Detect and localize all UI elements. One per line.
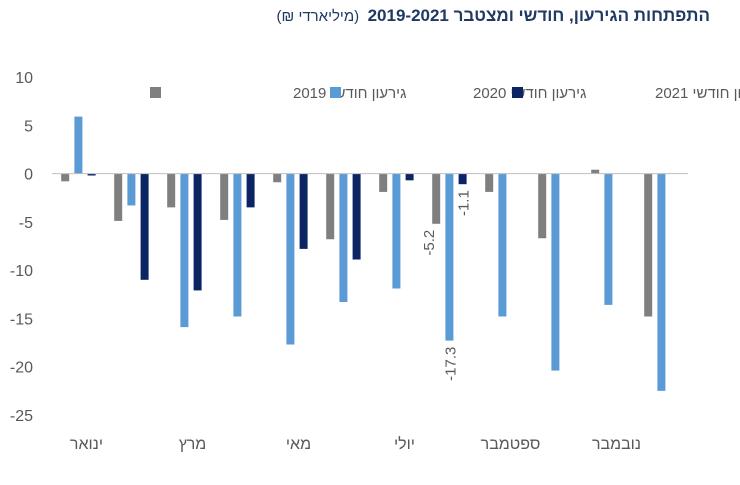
- y-axis-ticks: 10 5 0 -5 -10 -15 -20 -25: [10, 70, 33, 425]
- data-labels: -5.2 -17.3 -1.1: [421, 190, 472, 381]
- legend-label: גירעון חודשי 2021: [655, 85, 740, 102]
- y-tick-label: -10: [10, 263, 33, 280]
- legend: גירעון חודשי 2019 גירעון חודשי 2020 גירעון…: [150, 85, 740, 102]
- bar-2020: [551, 173, 560, 371]
- y-tick-label: 10: [15, 70, 33, 87]
- bar-2019: [432, 173, 441, 224]
- x-tick-label: ינואר: [70, 436, 103, 453]
- bar-2020: [127, 173, 136, 206]
- legend-swatch: [330, 87, 341, 98]
- bar-2020: [604, 173, 613, 305]
- bar-2019: [644, 173, 653, 317]
- x-tick-label: מאי: [286, 436, 311, 453]
- x-tick-label: מרץ: [179, 436, 207, 453]
- y-tick-label: 0: [24, 167, 33, 184]
- bar-2019: [485, 173, 494, 192]
- data-label: -1.1: [456, 190, 473, 216]
- y-tick-label: 5: [24, 118, 33, 135]
- bar-2021: [352, 173, 361, 260]
- x-axis-labels: ינואר מרץ מאי יולי ספטמבר נובמבר: [70, 435, 641, 453]
- bar-2021: [193, 173, 202, 291]
- bar-2020: [339, 173, 348, 303]
- y-tick-label: -20: [10, 360, 33, 377]
- bar-2019: [167, 173, 176, 208]
- chart-title-main: התפתחות הגירעון, חודשי ומצטבר 2019-2021: [367, 6, 710, 25]
- bar-2020: [180, 173, 189, 328]
- bar-2019: [326, 173, 335, 240]
- bar-2021: [246, 173, 255, 208]
- y-tick-label: -5: [19, 215, 33, 232]
- bar-2021: [458, 173, 467, 185]
- data-label: -17.3: [442, 347, 459, 381]
- bar-2019: [379, 173, 388, 192]
- bar-2019: [220, 173, 229, 220]
- y-tick-label: -25: [10, 408, 33, 425]
- bar-2019: [591, 169, 600, 174]
- bar-2020: [657, 173, 666, 391]
- bar-2019: [538, 173, 547, 239]
- y-tick-label: -15: [10, 311, 33, 328]
- legend-swatch: [512, 87, 523, 98]
- bar-2021: [140, 173, 149, 280]
- bar-2021: [87, 173, 96, 176]
- legend-label: גירעון חודשי 2019: [293, 85, 406, 102]
- chart-title: התפתחות הגירעון, חודשי ומצטבר 2019-2021 …: [277, 6, 710, 26]
- bar-2020: [498, 173, 507, 317]
- legend-swatch: [150, 87, 161, 98]
- bar-2019: [61, 173, 70, 182]
- x-tick-label: יולי: [394, 435, 415, 453]
- bar-2019: [114, 173, 123, 221]
- bar-2020: [286, 173, 295, 345]
- bar-2019: [273, 173, 282, 183]
- data-label: -5.2: [421, 230, 438, 256]
- bar-2021: [299, 173, 308, 249]
- bar-2020: [445, 173, 454, 341]
- bars-group: [61, 116, 666, 391]
- bar-2020: [392, 173, 401, 289]
- chart-title-unit: (מיליארדי ₪): [276, 8, 360, 25]
- legend-label: גירעון חודשי 2020: [473, 85, 586, 102]
- bar-2020: [233, 173, 242, 317]
- x-tick-label: נובמבר: [592, 436, 641, 453]
- bar-2021: [405, 173, 414, 181]
- x-tick-label: ספטמבר: [481, 436, 541, 453]
- bar-2020: [74, 116, 83, 174]
